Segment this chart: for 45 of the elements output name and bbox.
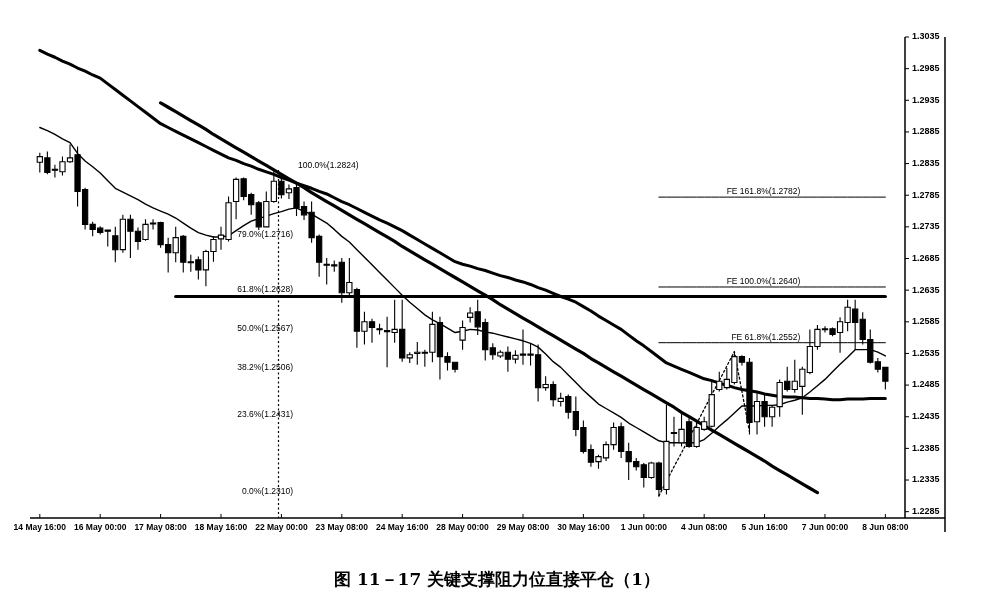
candlestick xyxy=(376,323,383,336)
y-tick-label: 1.2685 xyxy=(912,252,940,263)
text: 图 11－17 关键支撑阻力位直接平仓（1） xyxy=(334,569,660,589)
annotation: 79.0%(1.2716) xyxy=(237,229,294,239)
annotation: 38.2%(1.2506) xyxy=(237,362,294,372)
x-tick-label: 1 Jun 00:00 xyxy=(620,522,668,532)
series-label: FE 100.0%(1.2640) xyxy=(726,275,801,286)
y-tick-label: 1.2385 xyxy=(912,442,940,453)
x-tick-label: 14 May 16:00 xyxy=(13,522,67,532)
y-tick-label: 1.2935 xyxy=(912,94,940,105)
x-tick-label: 22 May 00:00 xyxy=(255,522,308,532)
y-tick-label: 1.2785 xyxy=(912,189,940,200)
series-label: FE 161.8%(1.2782) xyxy=(726,186,801,197)
candlestick xyxy=(459,319,466,351)
annotation: 100.0%(1.2824) xyxy=(298,160,359,170)
x-tick-label: 4 Jun 08:00 xyxy=(681,522,728,532)
annotation: 0.0%(1.2310) xyxy=(241,486,294,496)
y-tick-label: 1.2535 xyxy=(912,347,940,358)
annotation: 50.0%(1.2567) xyxy=(237,323,294,333)
y-tick-label: 1.2435 xyxy=(912,411,940,422)
y-tick-label: 1.2635 xyxy=(912,284,940,295)
x-tick-label: 8 Jun 08:00 xyxy=(862,522,909,532)
series-label: FE 61.8%(1.2552) xyxy=(731,331,801,342)
annotation: 23.6%(1.2431) xyxy=(237,409,294,419)
x-tick-label: 24 May 16:00 xyxy=(375,522,429,532)
x-tick-label: 28 May 00:00 xyxy=(436,522,490,532)
y-tick-label: 1.2985 xyxy=(912,63,940,74)
x-tick-label: 30 May 16:00 xyxy=(557,522,610,532)
x-tick-label: 29 May 08:00 xyxy=(496,522,550,532)
x-tick-label: 5 Jun 16:00 xyxy=(741,522,788,532)
annotation: 61.8%(1.2628) xyxy=(237,284,294,294)
y-tick-label: 1.2885 xyxy=(912,126,940,137)
y-tick-label: 1.2585 xyxy=(912,316,940,327)
x-tick-label: 17 May 08:00 xyxy=(134,522,188,532)
y-tick-label: 1.3035 xyxy=(912,31,940,42)
y-tick-label: 1.2285 xyxy=(912,506,940,517)
x-tick-label: 23 May 08:00 xyxy=(315,522,369,532)
y-tick-label: 1.2735 xyxy=(912,221,940,232)
x-tick-label: 16 May 00:00 xyxy=(73,522,127,532)
y-tick-label: 1.2835 xyxy=(912,157,940,168)
x-tick-label: 18 May 16:00 xyxy=(194,522,248,532)
candlestick xyxy=(104,228,111,248)
y-tick-label: 1.2335 xyxy=(912,474,940,485)
x-tick-label: 7 Jun 00:00 xyxy=(801,522,849,532)
y-tick-label: 1.2485 xyxy=(912,379,940,390)
